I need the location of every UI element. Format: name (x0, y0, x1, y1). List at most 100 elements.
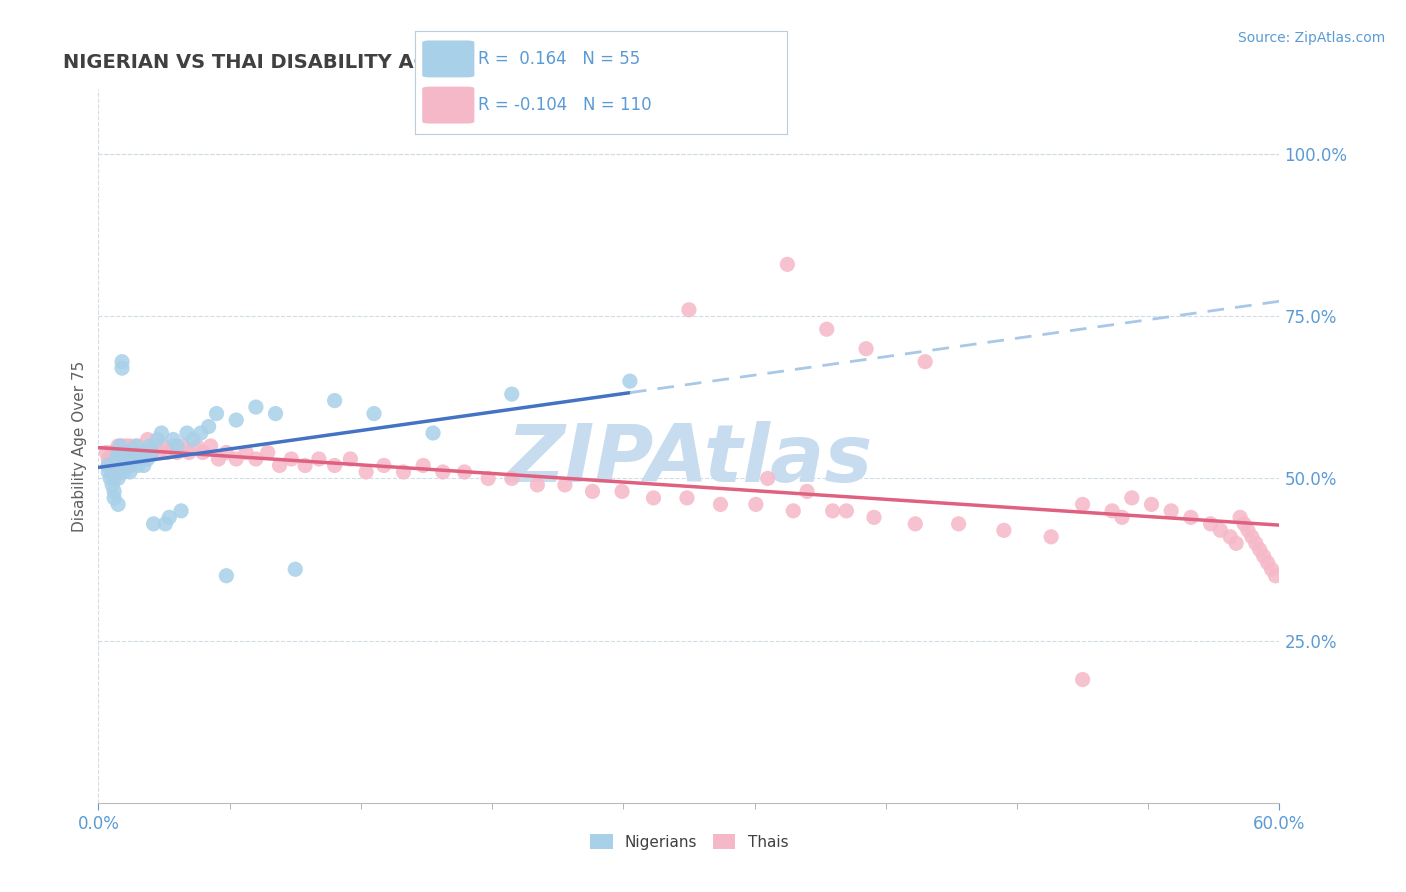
Point (392, 465, 415, 479)
Point (118, 465, 141, 479)
Point (155, 516, 177, 531)
Point (191, 445, 214, 459)
Point (354, 465, 377, 479)
Point (821, 504, 844, 518)
Point (256, 445, 278, 459)
Point (170, 504, 193, 518)
Point (1260, 562, 1282, 576)
Point (103, 452, 125, 467)
Point (105, 445, 128, 459)
Point (422, 425, 444, 440)
Point (136, 433, 159, 447)
Point (554, 478, 576, 492)
Point (323, 458, 346, 473)
Point (132, 458, 155, 473)
Point (1237, 524, 1260, 538)
Text: R = -0.104   N = 110: R = -0.104 N = 110 (478, 96, 652, 114)
Point (581, 484, 603, 499)
Point (112, 452, 135, 467)
Point (125, 445, 148, 459)
Point (619, 374, 641, 388)
Point (373, 458, 395, 473)
Point (98, 452, 121, 467)
Point (105, 465, 128, 479)
Point (432, 465, 454, 479)
Point (118, 439, 141, 453)
Point (98, 458, 121, 473)
Point (1253, 549, 1275, 564)
Point (115, 458, 138, 473)
Point (993, 524, 1015, 538)
Point (111, 458, 134, 473)
Point (235, 445, 257, 459)
Point (103, 484, 125, 499)
Point (138, 439, 160, 453)
Point (128, 452, 150, 467)
Point (526, 478, 548, 492)
Point (1071, 497, 1094, 511)
Point (142, 516, 165, 531)
Point (111, 361, 134, 376)
Point (128, 452, 150, 467)
Point (181, 433, 204, 447)
Point (127, 458, 149, 473)
Point (280, 452, 302, 467)
Point (115, 458, 138, 473)
Point (108, 439, 131, 453)
Point (225, 452, 247, 467)
Point (131, 445, 153, 459)
Point (157, 510, 180, 524)
Text: ZIPAtlas: ZIPAtlas (506, 421, 872, 500)
Point (172, 439, 194, 453)
Point (339, 452, 361, 467)
Point (145, 439, 167, 453)
Point (477, 471, 499, 485)
Point (97, 465, 120, 479)
Point (1257, 556, 1279, 570)
Point (914, 354, 936, 368)
Point (107, 471, 129, 485)
Point (115, 445, 138, 459)
FancyBboxPatch shape (422, 40, 474, 78)
Point (146, 433, 169, 447)
Point (127, 439, 149, 453)
Point (107, 497, 129, 511)
Point (156, 445, 179, 459)
Legend: Nigerians, Thais: Nigerians, Thais (583, 828, 794, 855)
Point (190, 425, 212, 440)
Point (1240, 530, 1263, 544)
Point (1111, 510, 1133, 524)
Point (101, 445, 124, 459)
Point (835, 504, 858, 518)
Point (122, 445, 145, 459)
Point (1180, 510, 1202, 524)
Point (141, 445, 163, 459)
Point (103, 491, 125, 505)
Point (118, 458, 141, 473)
Point (205, 407, 228, 421)
Point (101, 465, 124, 479)
Point (97, 452, 120, 467)
Point (1229, 510, 1251, 524)
Point (186, 439, 208, 453)
Point (121, 445, 143, 459)
Point (97, 458, 120, 473)
FancyBboxPatch shape (422, 87, 474, 124)
Point (103, 471, 125, 485)
Point (150, 425, 173, 440)
Point (269, 458, 291, 473)
Point (132, 452, 155, 467)
Point (111, 439, 134, 453)
Point (117, 452, 139, 467)
Point (745, 497, 768, 511)
Point (166, 445, 188, 459)
Point (197, 419, 219, 434)
Point (117, 445, 139, 459)
Point (105, 452, 128, 467)
Point (709, 497, 731, 511)
Point (1233, 516, 1256, 531)
Point (115, 439, 138, 453)
Point (1121, 491, 1143, 505)
Point (776, 257, 799, 271)
Point (141, 445, 163, 459)
